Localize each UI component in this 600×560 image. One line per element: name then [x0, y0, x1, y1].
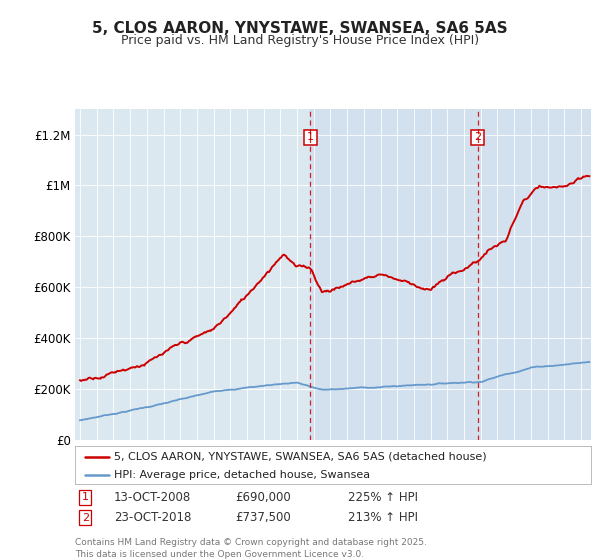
Text: 2: 2: [82, 512, 89, 522]
Text: 1: 1: [82, 492, 89, 502]
Text: 213% ↑ HPI: 213% ↑ HPI: [349, 511, 418, 524]
Text: HPI: Average price, detached house, Swansea: HPI: Average price, detached house, Swan…: [114, 470, 370, 480]
Text: £690,000: £690,000: [235, 491, 291, 504]
Text: 13-OCT-2008: 13-OCT-2008: [114, 491, 191, 504]
Text: 1: 1: [307, 132, 314, 142]
Text: 2: 2: [474, 132, 481, 142]
Text: Price paid vs. HM Land Registry's House Price Index (HPI): Price paid vs. HM Land Registry's House …: [121, 34, 479, 46]
Text: 5, CLOS AARON, YNYSTAWE, SWANSEA, SA6 5AS (detached house): 5, CLOS AARON, YNYSTAWE, SWANSEA, SA6 5A…: [114, 451, 487, 461]
Text: Contains HM Land Registry data © Crown copyright and database right 2025.
This d: Contains HM Land Registry data © Crown c…: [75, 538, 427, 559]
Text: £737,500: £737,500: [235, 511, 291, 524]
Text: 23-OCT-2018: 23-OCT-2018: [114, 511, 191, 524]
Text: 5, CLOS AARON, YNYSTAWE, SWANSEA, SA6 5AS: 5, CLOS AARON, YNYSTAWE, SWANSEA, SA6 5A…: [92, 21, 508, 36]
Text: 225% ↑ HPI: 225% ↑ HPI: [349, 491, 418, 504]
Bar: [310, 109, 591, 440]
